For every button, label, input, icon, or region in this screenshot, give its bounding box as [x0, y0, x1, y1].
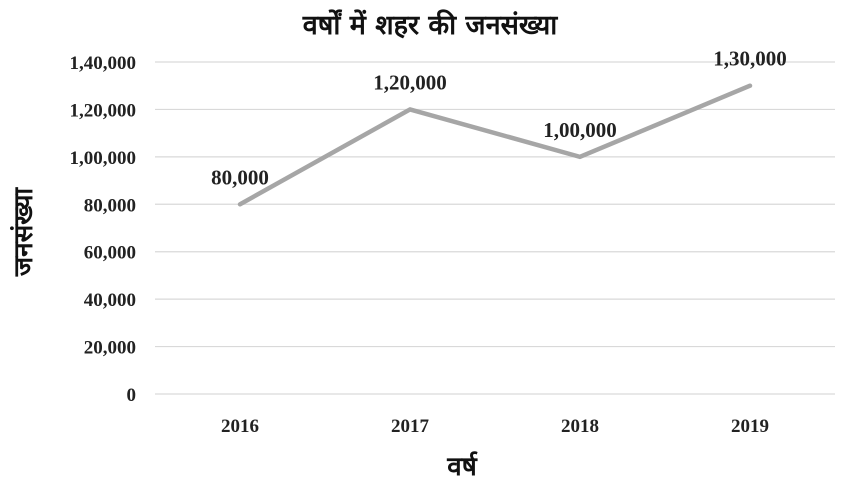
data-label: 1,20,000 [373, 70, 447, 94]
gridlines [155, 61, 835, 395]
data-label: 80,000 [211, 165, 269, 189]
y-tick-label: 20,000 [84, 338, 136, 359]
y-tick-label: 0 [127, 385, 137, 406]
y-axis-title: जनसंख्या [9, 187, 39, 278]
x-tick-label: 2017 [391, 416, 430, 437]
data-label: 1,00,000 [543, 118, 617, 142]
y-tick-label: 1,00,000 [70, 148, 137, 169]
x-axis-title: वर्ष [446, 451, 477, 482]
series-line [237, 83, 753, 207]
y-tick-label: 40,000 [84, 290, 136, 311]
data-label: 1,30,000 [713, 47, 787, 71]
y-tick-label: 60,000 [84, 243, 136, 264]
x-tick-label: 2018 [561, 416, 599, 437]
y-tick-label: 80,000 [84, 195, 136, 216]
x-tick-label: 2016 [221, 416, 259, 437]
x-tick-label: 2019 [731, 416, 769, 437]
x-axis-ticks: 2016 2017 2018 2019 [221, 416, 769, 437]
chart-title: वर्षों में शहर की जनसंख्या [302, 9, 559, 41]
y-axis-ticks: 0 20,000 40,000 60,000 80,000 1,00,000 1,20,00… [70, 53, 137, 406]
y-tick-label: 1,20,000 [70, 100, 137, 121]
y-tick-label: 1,40,000 [70, 53, 137, 74]
data-labels: 80,000 1,20,000 1,00,000 1,30,000 [211, 47, 787, 190]
series [237, 83, 753, 207]
